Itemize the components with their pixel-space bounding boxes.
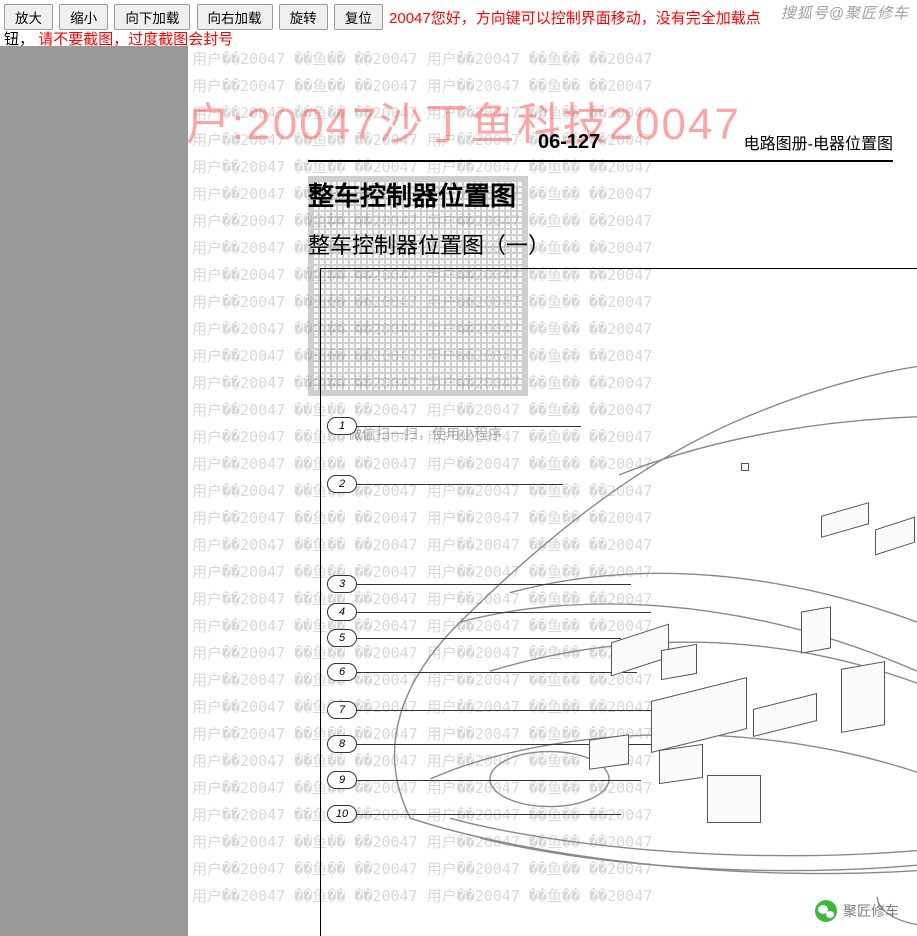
watermark-row: 用户��20047 ��鱼�� ��20047 用户��20047 ��鱼�� … — [188, 181, 917, 208]
component-box-8 — [841, 661, 885, 733]
rotate-button[interactable]: 旋转 — [279, 4, 328, 30]
watermark-row: 用户��20047 ��鱼�� ��20047 用户��20047 ��鱼�� … — [188, 100, 917, 127]
zoom-out-button[interactable]: 缩小 — [59, 4, 108, 30]
callout-bubble-2: 2 — [327, 475, 357, 493]
load-down-button[interactable]: 向下加载 — [114, 4, 190, 30]
callout-bubble-4: 4 — [327, 603, 357, 621]
component-box-9 — [801, 606, 831, 653]
callout-bubble-9: 9 — [327, 771, 357, 789]
callout-leader-7 — [357, 710, 671, 711]
callout-bubble-6: 6 — [327, 663, 357, 681]
callout-bubble-7: 7 — [327, 701, 357, 719]
help-text-1: 20047您好，方向键可以控制界面移动，没有完全加载点 — [389, 10, 761, 27]
doc-h1: 整车控制器位置图 — [308, 176, 516, 213]
watermark-row: 用户��20047 ��鱼�� ��20047 用户��20047 ��鱼�� … — [188, 73, 917, 100]
callout-leader-6 — [357, 672, 637, 673]
callout-bubble-3: 3 — [327, 575, 357, 593]
callouts-layer: 1 2 3 4 5 6 7 8 9 10 — [321, 269, 917, 936]
zoom-in-button[interactable]: 放大 — [4, 4, 53, 30]
component-box-7 — [707, 775, 761, 823]
doc-h2: 整车控制器位置图（一） — [308, 228, 550, 260]
callout-bubble-10: 10 — [327, 805, 357, 823]
callout-leader-4 — [357, 612, 651, 613]
component-box-5 — [659, 744, 703, 784]
callout-bubble-5: 5 — [327, 629, 357, 647]
callout-leader-3 — [357, 584, 631, 585]
load-right-button[interactable]: 向右加载 — [197, 4, 273, 30]
watermark-row: 用户��20047 ��鱼�� ��20047 用户��20047 ��鱼�� … — [188, 235, 917, 262]
callout-leader-1 — [357, 426, 581, 427]
callout-bubble-8: 8 — [327, 735, 357, 753]
callout-bubble-1: 1 — [327, 417, 357, 435]
page-number: 06-127 — [538, 131, 600, 154]
doc-header: 06-127 电路图册-电器位置图 — [308, 134, 893, 162]
callout-leader-9 — [357, 780, 641, 781]
toolbar: 放大 缩小 向下加载 向右加载 旋转 复位 20047您好，方向键可以控制界面移… — [0, 0, 917, 46]
component-box-4 — [589, 734, 629, 770]
section-label: 电路图册-电器位置图 — [744, 130, 893, 154]
source-top-watermark: 搜狐号@聚匠修车 — [781, 4, 909, 24]
watermark-row: 用户��20047 ��鱼�� ��20047 用户��20047 ��鱼�� … — [188, 46, 917, 73]
document-page[interactable]: 用户��20047 ��鱼�� ��20047 用户��20047 ��鱼�� … — [188, 46, 917, 936]
diagram-frame: 1 2 3 4 5 6 7 8 9 10 — [320, 268, 917, 936]
callout-leader-5 — [357, 638, 621, 639]
left-gutter — [0, 46, 188, 936]
reset-button[interactable]: 复位 — [334, 4, 383, 30]
source-bottom-text: 聚匠修车 — [843, 901, 899, 921]
component-box-12 — [741, 463, 749, 471]
watermark-row: 用户��20047 ��鱼�� ��20047 用户��20047 ��鱼�� … — [188, 208, 917, 235]
callout-leader-2 — [357, 484, 563, 485]
source-bottom-stamp: 聚匠修车 — [815, 900, 899, 922]
wechat-icon — [815, 900, 837, 922]
component-box-2 — [661, 644, 697, 680]
callout-leader-10 — [357, 814, 621, 815]
